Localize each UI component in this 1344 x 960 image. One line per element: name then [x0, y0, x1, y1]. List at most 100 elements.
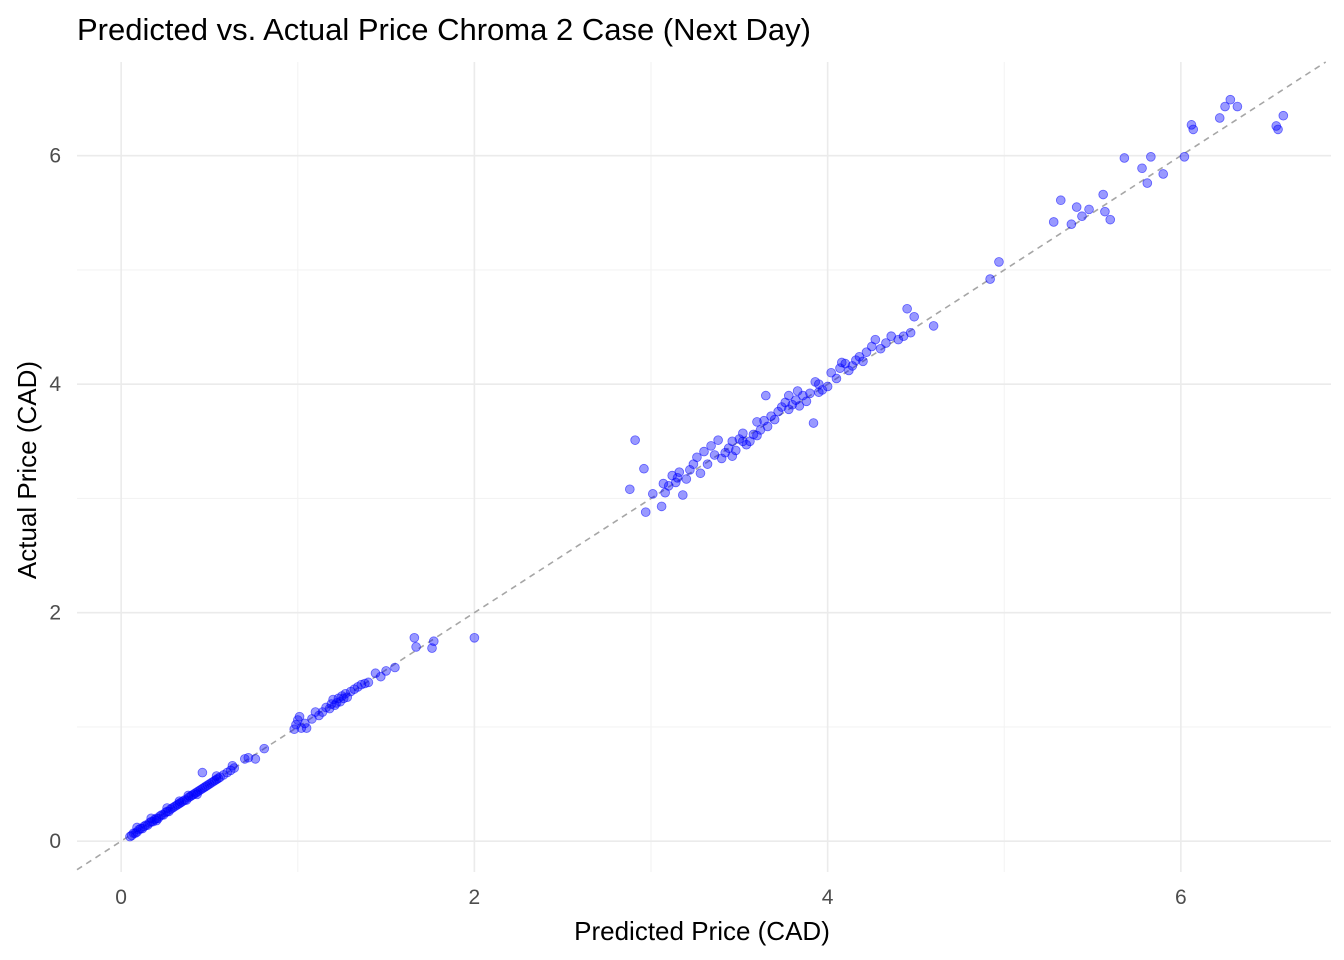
data-point: [1098, 189, 1108, 200]
data-point: [409, 632, 420, 643]
data-point: [658, 478, 669, 489]
data-point: [342, 692, 353, 703]
data-point: [893, 334, 904, 345]
data-point: [250, 754, 261, 764]
data-point: [630, 435, 640, 445]
data-point: [356, 679, 367, 690]
x-tick-label: 4: [822, 886, 834, 909]
data-point: [1077, 211, 1087, 222]
data-point: [1179, 152, 1190, 162]
data-point: [730, 445, 741, 456]
y-tick-label: 0: [49, 830, 61, 853]
y-axis-title: Actual Price (CAD): [12, 361, 42, 579]
data-point: [243, 752, 254, 763]
data-point: [1225, 94, 1236, 105]
data-point: [741, 439, 752, 450]
data-point: [822, 381, 833, 392]
x-tick-label: 6: [1175, 886, 1187, 909]
data-point: [985, 274, 995, 284]
data-point: [639, 463, 649, 474]
data-point: [390, 662, 400, 673]
data-point: [851, 355, 861, 365]
data-point: [363, 677, 374, 688]
data-point: [151, 815, 162, 826]
data-point: [814, 379, 824, 389]
data-point: [681, 474, 692, 484]
data-point: [692, 452, 702, 463]
data-point: [817, 385, 828, 395]
data-point: [239, 754, 250, 764]
x-tick-label: 2: [469, 886, 481, 909]
data-point: [881, 338, 891, 348]
data-point: [640, 507, 651, 517]
data-point: [674, 467, 685, 477]
data-point: [428, 636, 439, 647]
data-point: [1142, 178, 1153, 188]
data-point: [870, 334, 881, 345]
data-point: [794, 401, 805, 411]
data-point: [1158, 169, 1169, 179]
data-point: [310, 707, 321, 717]
data-point: [713, 435, 723, 445]
data-point: [808, 418, 819, 428]
y-tick-label: 6: [49, 145, 61, 168]
data-point: [1084, 204, 1094, 215]
data-point: [738, 436, 748, 447]
data-point: [801, 396, 812, 407]
data-point: [647, 489, 658, 499]
x-axis-ticks: 0 2 4 6: [115, 886, 1186, 909]
y-axis-ticks: 0 2 4 6: [49, 145, 61, 853]
data-point: [381, 666, 391, 676]
data-point: [360, 678, 370, 689]
data-point: [370, 668, 381, 679]
chart-title: Predicted vs. Actual Price Chroma 2 Case…: [77, 12, 811, 47]
data-point: [994, 257, 1004, 267]
x-tick-label: 0: [115, 886, 127, 909]
data-point: [162, 803, 172, 813]
data-point: [752, 417, 762, 427]
data-point: [1278, 110, 1289, 121]
data-point: [831, 373, 842, 384]
data-point: [761, 390, 771, 401]
major-gridlines: [77, 62, 1331, 872]
data-point: [769, 414, 780, 425]
data-point: [1071, 202, 1082, 212]
data-point: [197, 767, 208, 778]
data-point: [1048, 217, 1059, 227]
data-point: [672, 473, 683, 483]
identity-reference-line: [76, 61, 1327, 871]
data-point: [183, 790, 194, 801]
y-tick-label: 2: [49, 602, 61, 625]
data-point: [847, 361, 858, 371]
data-point: [259, 743, 270, 754]
data-point: [1137, 163, 1147, 174]
data-point: [752, 430, 762, 441]
data-point: [792, 386, 803, 396]
data-point: [1066, 219, 1077, 230]
data-point: [321, 702, 331, 713]
data-point: [1119, 153, 1130, 163]
data-point: [625, 484, 635, 495]
data-point: [1188, 124, 1199, 135]
data-point: [335, 696, 345, 707]
data-point: [1214, 113, 1225, 123]
data-point: [132, 822, 142, 833]
data-point: [836, 357, 847, 368]
data-point: [727, 436, 738, 447]
data-point: [685, 465, 695, 475]
data-point: [1232, 101, 1243, 112]
data-point: [211, 771, 222, 781]
y-tick-label: 4: [49, 373, 61, 396]
data-point: [766, 411, 776, 421]
data-point: [706, 441, 716, 451]
data-point: [227, 760, 238, 771]
data-point: [702, 459, 713, 469]
data-point: [469, 632, 480, 643]
data-point: [1105, 214, 1116, 225]
data-point: [1273, 124, 1283, 135]
data-point: [695, 468, 706, 479]
data-point: [294, 711, 305, 722]
data-point: [1100, 206, 1110, 217]
data-point: [1055, 195, 1066, 206]
